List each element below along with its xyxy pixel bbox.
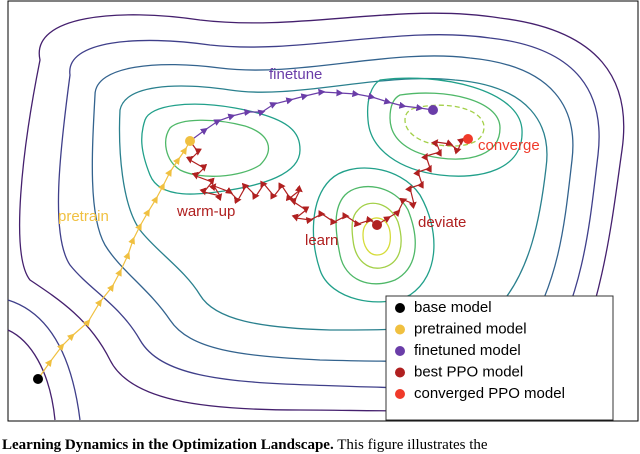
label-pretrain: pretrain bbox=[58, 208, 109, 225]
legend-label: base model bbox=[414, 299, 492, 316]
label-learn: learn bbox=[305, 232, 338, 249]
best-ppo-point bbox=[372, 220, 382, 230]
legend: base model pretrained model finetuned mode… bbox=[385, 295, 614, 421]
legend-marker bbox=[395, 389, 405, 399]
legend-marker bbox=[395, 346, 405, 356]
label-converge: converge bbox=[478, 137, 540, 154]
legend-label: pretrained model bbox=[414, 320, 527, 337]
label-warmup: warm-up bbox=[176, 203, 235, 220]
label-deviate: deviate bbox=[418, 214, 466, 231]
trajectories bbox=[33, 88, 473, 384]
annotations: pretrain warm-up finetune learn deviate … bbox=[58, 66, 540, 249]
legend-marker bbox=[395, 303, 405, 313]
legend-marker bbox=[395, 367, 405, 378]
converged-point bbox=[463, 134, 473, 144]
pretrained-point bbox=[185, 136, 195, 146]
label-finetune: finetune bbox=[269, 66, 322, 83]
legend-label: converged PPO model bbox=[414, 385, 565, 402]
legend-marker bbox=[395, 324, 405, 335]
caption-title: Learning Dynamics in the Optimization La… bbox=[2, 437, 334, 453]
caption-text: This figure illustrates the bbox=[337, 437, 488, 453]
base-model-point bbox=[33, 374, 43, 384]
legend-label: best PPO model bbox=[414, 363, 523, 380]
legend-box bbox=[385, 295, 614, 421]
legend-label: finetuned model bbox=[414, 342, 521, 359]
caption: Learning Dynamics in the Optimization La… bbox=[2, 437, 488, 453]
finetuned-point bbox=[428, 105, 438, 115]
